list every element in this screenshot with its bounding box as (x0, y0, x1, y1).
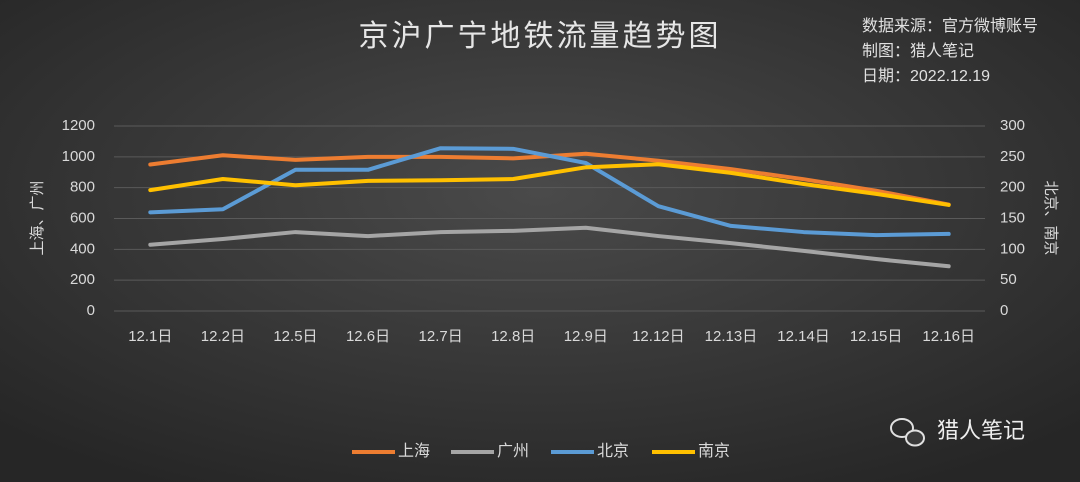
x-tick-label: 12.7日 (419, 328, 463, 345)
x-tick-label: 12.2日 (201, 328, 245, 345)
y2-axis-label: 北京、南京 (1042, 180, 1059, 255)
annotation: 日期：2022.12.19 (862, 67, 990, 85)
y-tick-label: 200 (70, 271, 95, 288)
watermark: 猎人笔记 (937, 418, 1025, 443)
x-tick-label: 12.5日 (273, 328, 317, 345)
annotation: 制图：猎人笔记 (862, 42, 974, 60)
y2-tick-label: 200 (1000, 179, 1025, 196)
annotation: 数据来源：官方微博账号 (862, 17, 1038, 35)
y-tick-label: 1000 (62, 148, 95, 165)
x-tick-label: 12.15日 (850, 328, 903, 345)
y2-tick-label: 150 (1000, 209, 1025, 226)
wechat-icon (890, 418, 925, 447)
y2-tick-label: 0 (1000, 302, 1008, 319)
x-tick-label: 12.6日 (346, 328, 390, 345)
x-tick-label: 12.1日 (128, 328, 172, 345)
y2-tick-label: 300 (1000, 117, 1025, 134)
x-tick-label: 12.12日 (632, 328, 685, 345)
series-line (148, 146, 951, 238)
y-tick-label: 800 (70, 179, 95, 196)
x-tick-label: 12.14日 (777, 328, 830, 345)
legend-label: 上海 (398, 442, 430, 460)
y-axis-label: 上海、广州 (29, 180, 46, 255)
x-tick-label: 12.8日 (491, 328, 535, 345)
y-tick-label: 400 (70, 240, 95, 257)
x-tick-label: 12.16日 (922, 328, 975, 345)
legend-label: 南京 (698, 442, 730, 460)
legend-label: 北京 (597, 442, 629, 460)
y2-tick-label: 250 (1000, 148, 1025, 165)
series-line (148, 225, 951, 269)
series-line (148, 162, 951, 207)
y-tick-label: 1200 (62, 117, 95, 134)
x-tick-label: 12.9日 (564, 328, 608, 345)
y-tick-label: 600 (70, 209, 95, 226)
chart-title: 京沪广宁地铁流量趋势图 (359, 20, 722, 53)
y2-tick-label: 50 (1000, 271, 1017, 288)
y2-tick-label: 100 (1000, 240, 1025, 257)
x-tick-label: 12.13日 (705, 328, 758, 345)
y-tick-label: 0 (87, 302, 95, 319)
legend-label: 广州 (497, 442, 529, 460)
